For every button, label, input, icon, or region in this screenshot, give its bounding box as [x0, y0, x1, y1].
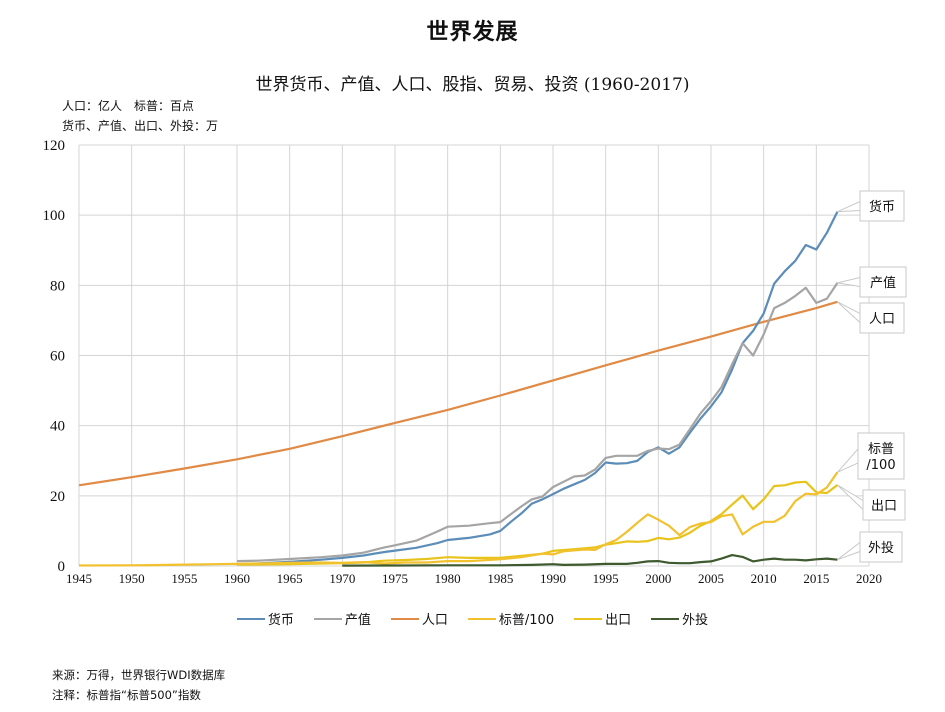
callout-3: 标普/100	[837, 432, 905, 480]
legend-item-4: 出口	[574, 609, 631, 628]
x-tick-label: 1970	[329, 571, 355, 586]
x-tick-label: 1975	[382, 571, 408, 586]
callout-box	[859, 190, 905, 222]
callout-label: 外投	[868, 540, 894, 556]
chart-title: 世界货币、产值、人口、股指、贸易、投资 (1960-2017)	[255, 75, 690, 95]
legend-swatch	[574, 617, 603, 620]
legend-label: 出口	[605, 613, 632, 628]
legend-swatch	[651, 617, 680, 620]
legend-label: 标普/100	[498, 613, 555, 628]
callout-label: 出口	[871, 499, 897, 514]
y-tick-label: 100	[43, 208, 66, 224]
x-tick-label: 1955	[171, 571, 197, 586]
callout-2: 人口	[837, 301, 905, 334]
legend-swatch	[313, 617, 342, 620]
legend-label: 货币	[267, 613, 294, 628]
main-title: 世界发展	[426, 19, 519, 45]
unit-note-currency-output: 货币、产值、出口、外投：万	[62, 119, 219, 133]
x-tick-label: 2015	[803, 571, 829, 586]
callout-box	[859, 302, 905, 334]
legend-label: 人口	[421, 613, 448, 628]
legend-swatch	[236, 617, 265, 620]
unit-note-population-sp: 人口：亿人 标普：百点	[62, 99, 195, 113]
series-line-1	[236, 282, 839, 563]
source-note: 来源：万得，世界银行WDI数据库	[52, 668, 226, 682]
y-tick-label: 40	[50, 419, 65, 435]
y-tick-label: 80	[50, 278, 65, 294]
legend-swatch	[467, 617, 496, 620]
callout-box	[857, 432, 905, 480]
callout-box	[859, 531, 903, 563]
series-line-3	[78, 471, 839, 567]
legend-item-5: 外投	[651, 609, 708, 628]
x-tick-label: 1990	[540, 571, 566, 586]
callout-label: /100	[866, 458, 895, 473]
series-line-5	[342, 554, 838, 567]
callout-label: 标普	[868, 442, 894, 457]
legend-item-0: 货币	[236, 609, 294, 628]
series-lines	[78, 211, 839, 567]
callout-pointer	[837, 541, 861, 561]
legend-label: 产值	[344, 613, 371, 628]
legend-item-2: 人口	[390, 609, 448, 628]
grid-lines	[78, 144, 870, 567]
chart-legend: 货币 产值 人口 标普/100 出口 外投	[0, 609, 945, 628]
callout-box	[859, 266, 907, 298]
legend-swatch	[390, 617, 419, 620]
callout-pointer	[837, 484, 864, 511]
x-tick-label: 1950	[119, 571, 145, 586]
callout-label: 货币	[869, 199, 895, 215]
x-tick-label: 1980	[435, 571, 461, 586]
callout-4: 出口	[837, 484, 906, 521]
legend-label: 外投	[682, 613, 709, 628]
x-tick-label: 2005	[698, 571, 724, 586]
callout-0: 货币	[837, 190, 905, 222]
callout-pointer	[837, 447, 859, 473]
y-tick-label: 0	[58, 559, 66, 575]
callout-label: 人口	[869, 312, 895, 327]
x-axis-ticks: 1945 1950 1955 1960 1965 1970 1975 1980 1985 1990…	[66, 571, 882, 586]
callout-label: 产值	[870, 275, 896, 291]
annotation-note: 注释：标普指“标普500”指数	[52, 688, 201, 702]
callout-1: 产值	[837, 266, 907, 298]
callout-5: 外投	[837, 531, 903, 563]
x-tick-label: 1945	[66, 571, 92, 586]
y-axis-ticks: 0 20 40 60 80 100 120	[43, 138, 66, 575]
x-tick-label: 2020	[856, 571, 882, 586]
legend-item-1: 产值	[313, 609, 371, 628]
x-tick-label: 2000	[645, 571, 671, 586]
series-line-0	[236, 211, 839, 566]
callout-pointer	[837, 301, 861, 324]
callout-pointer	[837, 200, 861, 213]
callout-box	[862, 489, 906, 521]
y-tick-label: 60	[50, 349, 65, 365]
x-tick-label: 2010	[751, 571, 777, 586]
legend-item-3: 标普/100	[467, 609, 555, 628]
x-tick-label: 1965	[277, 571, 303, 586]
series-line-4	[236, 480, 839, 566]
y-tick-label: 20	[50, 489, 65, 505]
x-tick-label: 1960	[224, 571, 250, 586]
x-tick-label: 1995	[593, 571, 619, 586]
x-tick-label: 1985	[487, 571, 513, 586]
y-tick-label: 120	[43, 138, 66, 154]
series-line-2	[78, 300, 838, 487]
